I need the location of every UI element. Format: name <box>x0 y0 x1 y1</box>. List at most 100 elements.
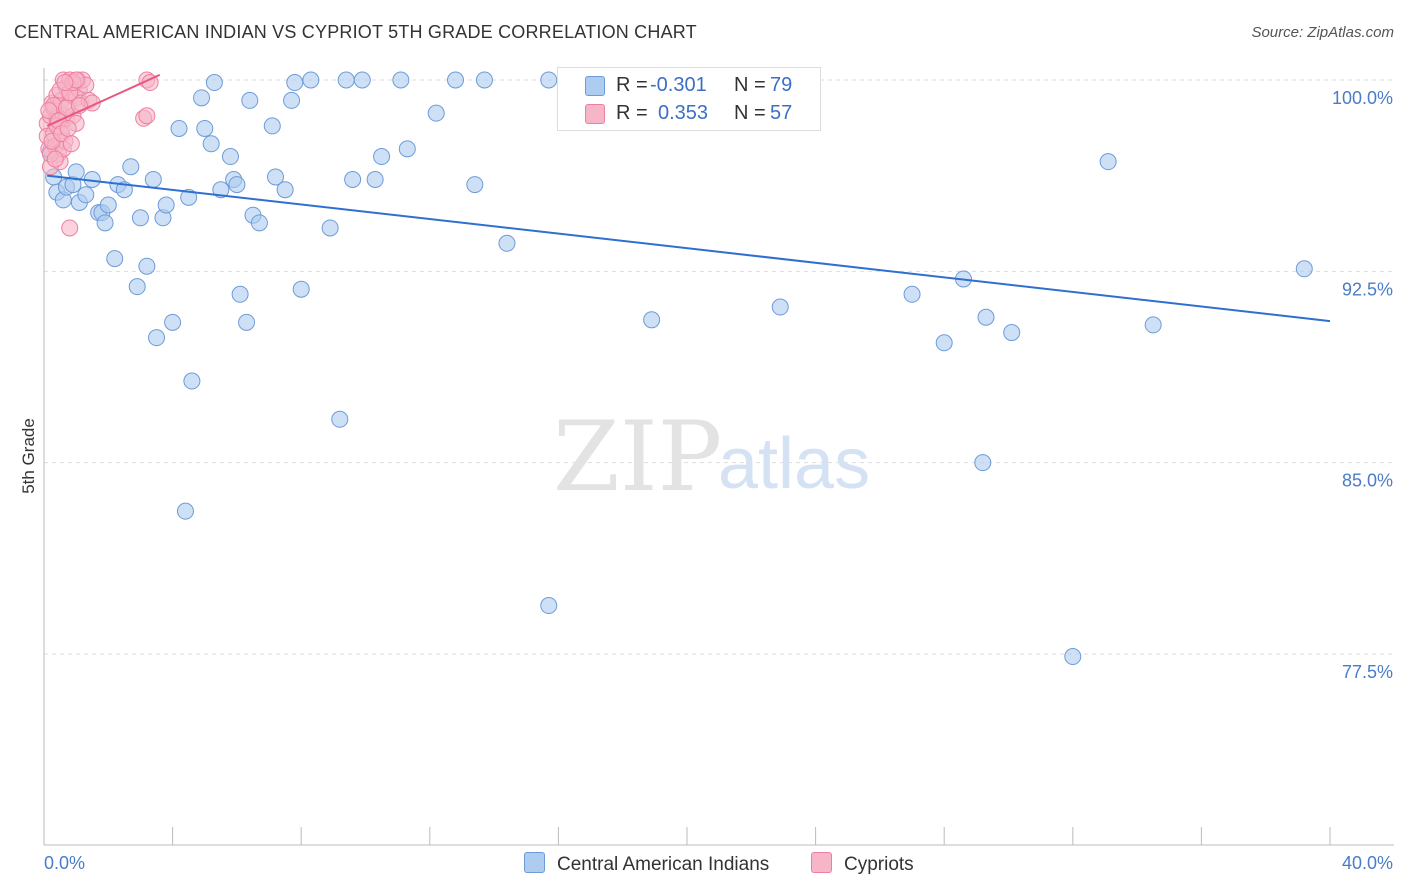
data-point <box>122 158 140 176</box>
data-point <box>321 219 339 237</box>
stats-legend: R = -0.301 N = 79 R = 0.353 N = 57 <box>557 67 821 131</box>
data-point <box>212 181 230 199</box>
data-point <box>228 176 246 194</box>
data-point <box>138 257 156 275</box>
data-point <box>99 196 117 214</box>
data-point <box>196 119 214 137</box>
data-point <box>540 597 558 615</box>
legend-n-value: 57 <box>770 102 793 124</box>
trend-line-blue <box>47 174 1331 323</box>
data-point <box>392 71 410 89</box>
y-tick-label: 77.5% <box>1342 662 1393 682</box>
legend-item-central-american-indians[interactable]: Central American Indians <box>524 852 769 876</box>
source-label: Source: ZipAtlas.com <box>1251 24 1394 41</box>
data-point <box>903 285 921 303</box>
data-point <box>238 313 256 331</box>
data-point <box>427 104 445 122</box>
data-point <box>771 298 789 316</box>
data-point <box>292 280 310 298</box>
data-point <box>231 285 249 303</box>
data-point <box>205 74 223 92</box>
legend-swatch-pink <box>585 104 605 124</box>
y-tick-label: 92.5% <box>1342 279 1393 299</box>
legend-r-label: R = <box>616 102 648 124</box>
legend-row-blue: R = -0.301 N = 79 <box>558 72 820 100</box>
data-point <box>221 148 239 166</box>
trend-line-pink <box>46 73 161 127</box>
data-point <box>193 89 211 107</box>
y-tick-label: 85.0% <box>1342 471 1393 491</box>
x-tick-label: 40.0% <box>1342 853 1393 873</box>
data-point <box>1064 648 1082 666</box>
data-point <box>353 71 371 89</box>
data-point <box>202 135 220 153</box>
y-tick-label: 100.0% <box>1332 88 1393 108</box>
x-tick-label: 0.0% <box>44 853 85 873</box>
legend-swatch-blue <box>524 852 545 873</box>
legend-label: Central American Indians <box>557 854 770 875</box>
legend-row-pink: R = 0.353 N = 57 <box>558 100 820 128</box>
data-point <box>398 140 416 158</box>
series-cypriots <box>38 71 159 237</box>
data-point <box>128 278 146 296</box>
data-point <box>643 311 661 329</box>
data-point <box>164 313 182 331</box>
data-point <box>144 170 162 188</box>
axes <box>43 68 1394 846</box>
data-point <box>977 308 995 326</box>
data-point <box>62 135 80 153</box>
series-central-american-indians <box>41 71 1313 666</box>
data-point <box>276 181 294 199</box>
data-point <box>170 119 188 137</box>
data-point <box>46 150 64 168</box>
data-point <box>1003 324 1021 342</box>
data-point <box>466 176 484 194</box>
data-point <box>176 502 194 520</box>
data-point <box>475 71 493 89</box>
data-point <box>337 71 355 89</box>
data-point <box>241 91 259 109</box>
legend-swatch-pink <box>811 852 832 873</box>
data-point <box>935 334 953 352</box>
data-point <box>974 454 992 472</box>
data-point <box>56 74 74 92</box>
legend-n-label: N = <box>734 74 766 96</box>
data-point <box>263 117 281 135</box>
data-point <box>1295 260 1313 278</box>
legend-n-label: N = <box>734 102 766 124</box>
data-point <box>96 214 114 232</box>
legend-n-value: 79 <box>770 74 793 96</box>
trend-lines <box>46 73 1331 323</box>
watermark-atlas: atlas <box>718 424 870 504</box>
legend-label: Cypriots <box>844 854 914 875</box>
data-point <box>61 219 79 237</box>
legend-r-value: -0.301 <box>650 74 707 96</box>
data-point <box>283 91 301 109</box>
data-point <box>344 170 362 188</box>
data-point <box>77 186 95 204</box>
data-point <box>286 74 304 92</box>
data-point <box>157 196 175 214</box>
data-point <box>366 170 384 188</box>
data-point <box>498 234 516 252</box>
watermark-zip: ZIP <box>553 401 722 513</box>
data-point <box>250 214 268 232</box>
axis-labels: 100.0% 92.5% 85.0% 77.5% 0.0% 40.0% 5th Grade <box>19 88 1393 873</box>
data-point <box>148 329 166 347</box>
data-point <box>183 372 201 390</box>
y-axis-label: 5th Grade <box>19 418 38 494</box>
data-point <box>180 188 198 206</box>
data-point <box>447 71 465 89</box>
legend-swatch-blue <box>585 76 605 96</box>
data-point <box>106 250 124 268</box>
data-point <box>373 148 391 166</box>
legend-r-value: 0.353 <box>658 102 709 124</box>
legend-item-cypriots[interactable]: Cypriots <box>811 852 914 876</box>
data-point <box>59 119 77 137</box>
data-point <box>1099 153 1117 171</box>
data-point <box>266 168 284 186</box>
data-point <box>138 107 156 125</box>
gridlines <box>44 79 1394 655</box>
data-point <box>131 209 149 227</box>
